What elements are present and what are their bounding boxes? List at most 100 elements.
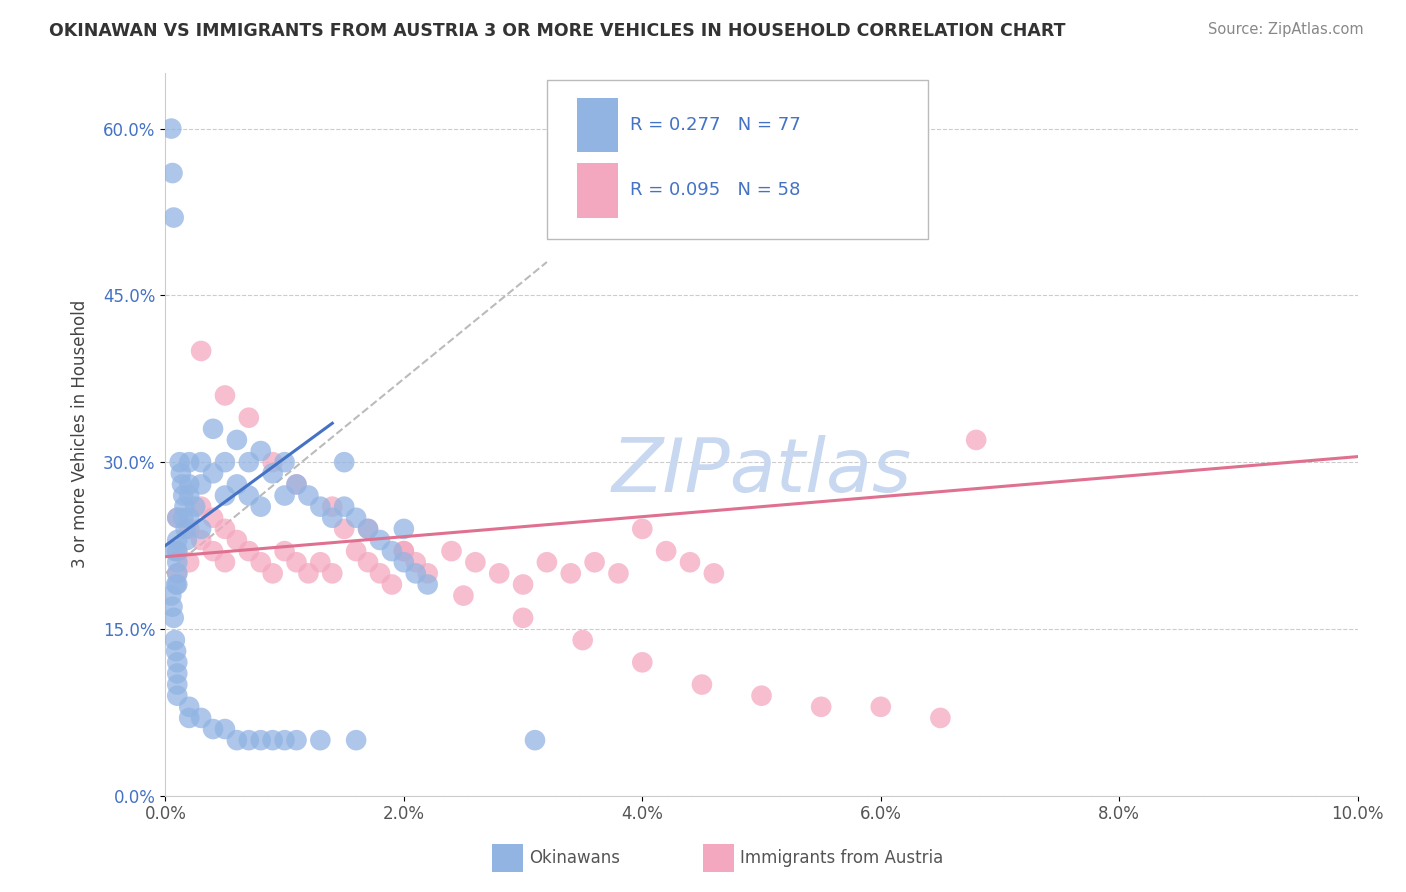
Point: [190, 500, 212, 514]
Point: [869, 699, 891, 714]
Point: [368, 566, 391, 581]
Point: [297, 489, 319, 503]
Point: [214, 722, 236, 736]
Point: [214, 489, 236, 503]
Point: [333, 522, 356, 536]
Point: [165, 577, 187, 591]
Point: [285, 733, 308, 747]
Point: [273, 489, 295, 503]
Point: [238, 410, 260, 425]
Point: [405, 566, 427, 581]
Point: [179, 699, 201, 714]
Point: [679, 555, 702, 569]
Text: OKINAWAN VS IMMIGRANTS FROM AUSTRIA 3 OR MORE VEHICLES IN HOUSEHOLD CORRELATION : OKINAWAN VS IMMIGRANTS FROM AUSTRIA 3 OR…: [49, 22, 1066, 40]
Point: [166, 544, 188, 558]
Point: [238, 733, 260, 747]
Point: [416, 566, 439, 581]
Point: [273, 544, 295, 558]
FancyBboxPatch shape: [576, 163, 619, 218]
Point: [524, 733, 547, 747]
Point: [631, 656, 654, 670]
Point: [190, 477, 212, 491]
Point: [166, 577, 188, 591]
Point: [202, 422, 225, 436]
Text: R = 0.277   N = 77: R = 0.277 N = 77: [630, 116, 801, 135]
Point: [176, 533, 198, 547]
Point: [238, 455, 260, 469]
Point: [166, 533, 188, 547]
Y-axis label: 3 or more Vehicles in Household: 3 or more Vehicles in Household: [72, 301, 89, 568]
Point: [703, 566, 725, 581]
Point: [285, 477, 308, 491]
Point: [321, 510, 343, 524]
Point: [249, 555, 271, 569]
Point: [202, 467, 225, 481]
Point: [655, 544, 678, 558]
Point: [163, 211, 186, 225]
Point: [238, 544, 260, 558]
Point: [190, 455, 212, 469]
Point: [512, 611, 534, 625]
Point: [309, 733, 332, 747]
Point: [225, 733, 247, 747]
Point: [225, 533, 247, 547]
Point: [965, 433, 987, 447]
Point: [172, 489, 194, 503]
Point: [464, 555, 486, 569]
Point: [160, 589, 183, 603]
Point: [214, 555, 236, 569]
Point: [262, 733, 284, 747]
Point: [405, 555, 427, 569]
Text: Immigrants from Austria: Immigrants from Austria: [740, 849, 943, 867]
Point: [929, 711, 952, 725]
Point: [160, 121, 183, 136]
Point: [179, 477, 201, 491]
Point: [165, 644, 187, 658]
Point: [262, 455, 284, 469]
Point: [173, 500, 195, 514]
Point: [172, 510, 194, 524]
Point: [169, 455, 191, 469]
Point: [179, 711, 201, 725]
Point: [163, 611, 186, 625]
Point: [249, 500, 271, 514]
Point: [571, 633, 593, 648]
Point: [321, 566, 343, 581]
Point: [166, 555, 188, 569]
Point: [162, 599, 184, 614]
Point: [297, 566, 319, 581]
Point: [214, 388, 236, 402]
Point: [512, 577, 534, 591]
Point: [166, 689, 188, 703]
Point: [333, 500, 356, 514]
Point: [179, 489, 201, 503]
Point: [810, 699, 832, 714]
Point: [225, 433, 247, 447]
Point: [166, 510, 188, 524]
Point: [416, 577, 439, 591]
Point: [690, 677, 713, 691]
Point: [184, 500, 207, 514]
Point: [170, 477, 193, 491]
Point: [321, 500, 343, 514]
Point: [285, 555, 308, 569]
Point: [202, 510, 225, 524]
Point: [309, 555, 332, 569]
Point: [381, 577, 404, 591]
Point: [190, 343, 212, 358]
Point: [249, 733, 271, 747]
Point: [344, 733, 367, 747]
FancyBboxPatch shape: [547, 80, 928, 239]
Point: [162, 166, 184, 180]
Point: [368, 533, 391, 547]
Point: [249, 444, 271, 458]
Point: [163, 633, 186, 648]
Point: [392, 555, 415, 569]
Point: [166, 666, 188, 681]
Point: [392, 544, 415, 558]
Point: [179, 555, 201, 569]
Point: [190, 522, 212, 536]
Point: [166, 656, 188, 670]
Point: [202, 544, 225, 558]
Text: ZIPatlas: ZIPatlas: [612, 434, 911, 507]
